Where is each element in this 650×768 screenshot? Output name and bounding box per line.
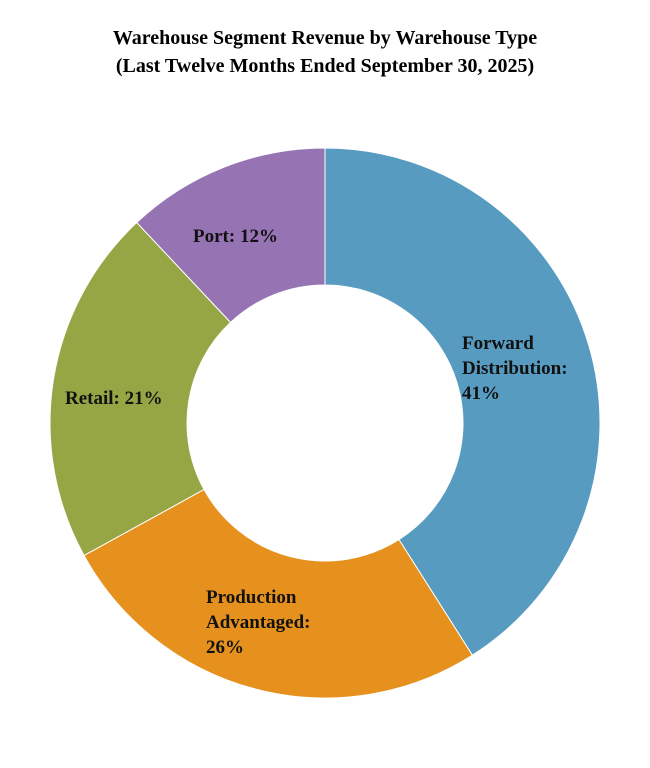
label-line: Retail: 21% (65, 388, 163, 409)
label-line: Advantaged: (206, 612, 311, 633)
chart-title-line1: Warehouse Segment Revenue by Warehouse T… (112, 27, 538, 49)
donut-slice-port (136, 147, 326, 324)
chart-title: Warehouse Segment Revenue by Warehouse T… (0, 24, 650, 80)
label-line: 41% (462, 383, 500, 404)
donut-slice-retail (49, 221, 232, 557)
chart-title-line2: (Last Twelve Months Ended September 30, … (115, 55, 535, 77)
label-line: Forward (462, 333, 534, 354)
label-retail: Retail: 21% (65, 386, 163, 411)
label-production-advantaged: Production Advantaged: 26% (206, 585, 311, 660)
label-forward-distribution: Forward Distribution: 41% (462, 331, 568, 406)
label-port: Port: 12% (193, 224, 278, 249)
donut-slice-production-advantaged (83, 488, 474, 699)
label-line: 26% (206, 637, 244, 658)
donut-slice-forward-distribution (324, 147, 601, 656)
label-line: Distribution: (462, 358, 568, 379)
label-line: Port: 12% (193, 226, 278, 247)
label-line: Production (206, 587, 297, 608)
